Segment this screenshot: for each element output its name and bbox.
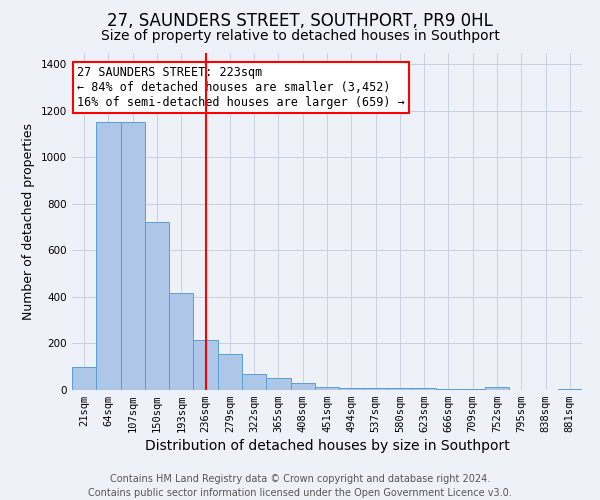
Bar: [436, 389, 461, 390]
Text: Contains HM Land Registry data © Crown copyright and database right 2024.
Contai: Contains HM Land Registry data © Crown c…: [88, 474, 512, 498]
Bar: [339, 388, 364, 390]
Text: 27 SAUNDERS STREET: 223sqm
← 84% of detached houses are smaller (3,452)
16% of s: 27 SAUNDERS STREET: 223sqm ← 84% of deta…: [77, 66, 405, 109]
Bar: [121, 122, 145, 390]
Bar: [388, 388, 412, 390]
Y-axis label: Number of detached properties: Number of detached properties: [22, 122, 35, 320]
Bar: [266, 378, 290, 390]
Bar: [145, 222, 169, 390]
Bar: [412, 388, 436, 390]
Bar: [461, 389, 485, 390]
Bar: [96, 122, 121, 390]
Bar: [558, 389, 582, 390]
Bar: [242, 374, 266, 390]
Bar: [364, 388, 388, 390]
Bar: [169, 294, 193, 390]
Text: Size of property relative to detached houses in Southport: Size of property relative to detached ho…: [101, 29, 499, 43]
Bar: [193, 340, 218, 390]
X-axis label: Distribution of detached houses by size in Southport: Distribution of detached houses by size …: [145, 440, 509, 454]
Bar: [485, 387, 509, 390]
Bar: [72, 366, 96, 390]
Bar: [315, 386, 339, 390]
Text: 27, SAUNDERS STREET, SOUTHPORT, PR9 0HL: 27, SAUNDERS STREET, SOUTHPORT, PR9 0HL: [107, 12, 493, 30]
Bar: [290, 383, 315, 390]
Bar: [218, 354, 242, 390]
